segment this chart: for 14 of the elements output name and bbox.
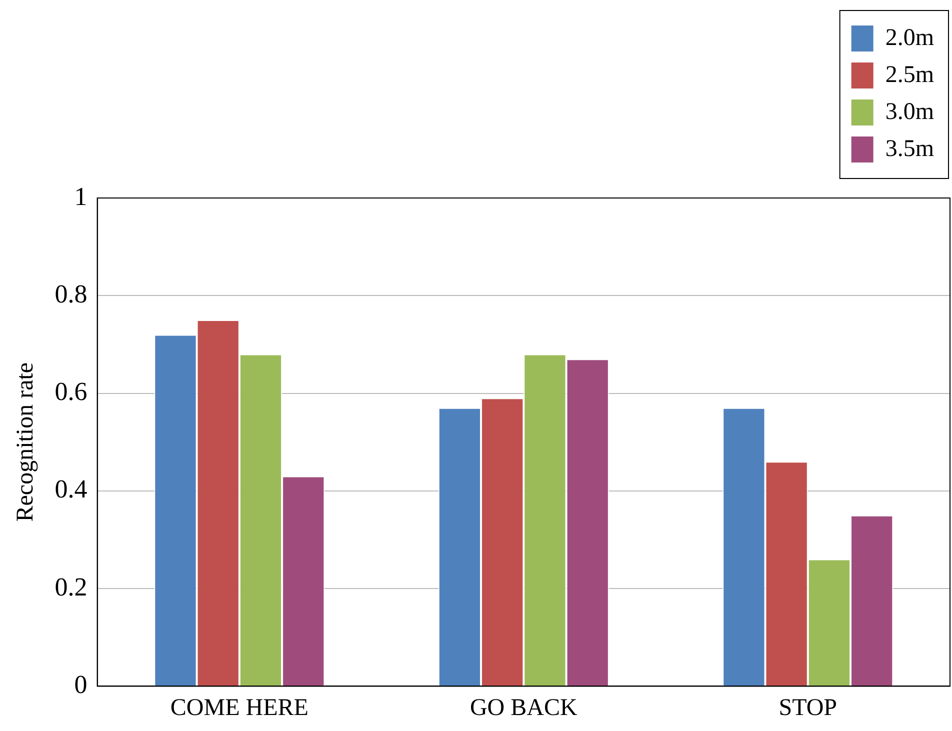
legend-label: 2.5m	[885, 62, 934, 88]
x-tick-label: COME HERE	[170, 694, 308, 721]
x-tick-label: STOP	[778, 694, 838, 721]
y-tick-label: 0.4	[54, 474, 88, 504]
legend-label: 2.0m	[885, 24, 934, 51]
y-tick-label: 1	[74, 182, 88, 211]
x-tick-label: GO BACK	[470, 694, 578, 721]
legend-label: 3.0m	[885, 98, 934, 125]
y-tick-label: 0	[74, 670, 88, 700]
legend-label: 3.5m	[885, 136, 934, 162]
y-tick-label: 0.2	[54, 572, 88, 602]
y-axis-title: Recognition rate	[12, 362, 39, 522]
y-tick-label: 0.6	[54, 377, 88, 406]
y-tick-label: 0.8	[54, 279, 88, 308]
